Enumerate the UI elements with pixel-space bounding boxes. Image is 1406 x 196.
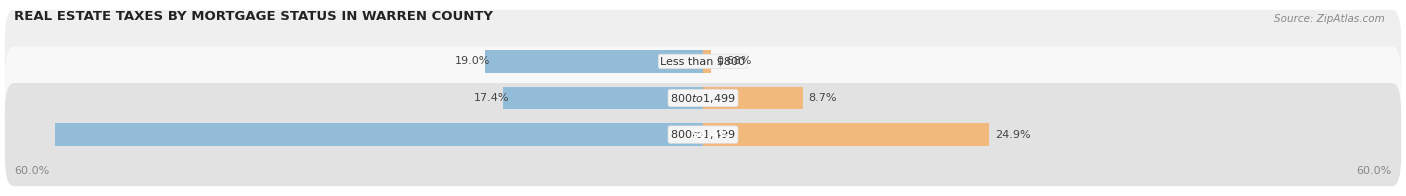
Bar [503, 87, 703, 109]
Text: 60.0%: 60.0% [14, 166, 49, 176]
Text: 60.0%: 60.0% [1357, 166, 1392, 176]
Text: REAL ESTATE TAXES BY MORTGAGE STATUS IN WARREN COUNTY: REAL ESTATE TAXES BY MORTGAGE STATUS IN … [14, 10, 494, 23]
Text: Less than $800: Less than $800 [661, 56, 745, 66]
Bar [703, 123, 988, 146]
Text: 8.7%: 8.7% [808, 93, 837, 103]
Text: Source: ZipAtlas.com: Source: ZipAtlas.com [1274, 14, 1385, 24]
Text: 17.4%: 17.4% [474, 93, 509, 103]
Text: 19.0%: 19.0% [456, 56, 491, 66]
Text: 56.4%: 56.4% [692, 130, 730, 140]
Text: $800 to $1,499: $800 to $1,499 [671, 128, 735, 141]
FancyBboxPatch shape [4, 83, 1402, 186]
FancyBboxPatch shape [4, 46, 1402, 150]
Text: 24.9%: 24.9% [994, 130, 1031, 140]
Bar [55, 123, 703, 146]
Bar [703, 50, 711, 73]
FancyBboxPatch shape [4, 10, 1402, 113]
Text: $800 to $1,499: $800 to $1,499 [671, 92, 735, 104]
Text: 0.68%: 0.68% [717, 56, 752, 66]
Bar [703, 87, 803, 109]
Bar [485, 50, 703, 73]
